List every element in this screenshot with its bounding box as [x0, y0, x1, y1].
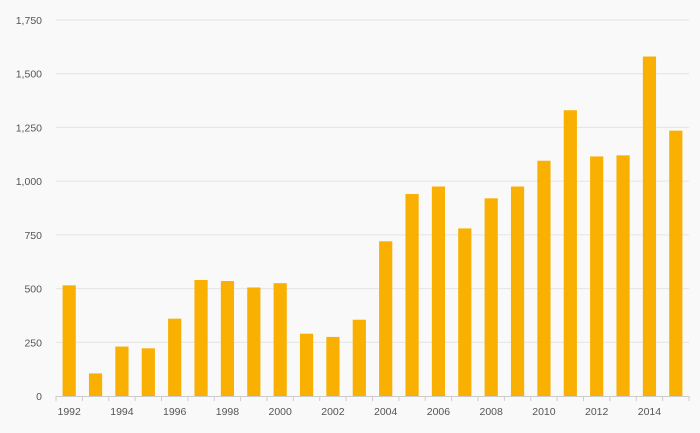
x-axis-ticks: [55, 396, 690, 401]
y-tick-label: 1,000: [16, 176, 42, 188]
y-axis-labels: 0 250 500 750 1,000 1,250 1,500 1,750: [16, 15, 42, 403]
bar: [484, 198, 498, 396]
y-tick-label: 1,750: [16, 15, 42, 27]
bar: [115, 346, 129, 396]
bar: [405, 194, 419, 396]
bar: [247, 287, 261, 396]
y-tick-label: 250: [24, 337, 42, 349]
bar: [458, 228, 472, 396]
bar: [273, 283, 287, 396]
bar: [642, 56, 657, 396]
bar: [168, 318, 182, 396]
bar: [431, 186, 446, 396]
y-tick-label: 1,250: [16, 122, 42, 134]
bar: [379, 241, 393, 396]
y-tick-label: 750: [24, 230, 42, 242]
bar: [326, 336, 340, 396]
x-tick-label: 2000: [269, 406, 293, 418]
bar: [194, 279, 208, 396]
gridlines: [56, 19, 689, 343]
x-axis-labels: 1992 1994 1996 1998 2000 2002 2004 2006 2008 2010…: [58, 406, 662, 418]
x-tick-label: 1998: [216, 406, 240, 418]
bar: [537, 160, 551, 396]
bars: [62, 56, 683, 397]
x-tick-label: 2012: [585, 406, 609, 418]
x-tick-label: 2014: [638, 406, 662, 418]
x-tick-label: 2006: [427, 406, 451, 418]
y-tick-label: 1,500: [16, 69, 42, 81]
bar: [299, 333, 314, 396]
x-tick-label: 2002: [321, 406, 345, 418]
x-tick-label: 1996: [163, 406, 187, 418]
bar: [669, 130, 683, 396]
bar: [88, 373, 103, 396]
x-tick-label: 2010: [532, 406, 556, 418]
x-tick-label: 1994: [110, 406, 134, 418]
bar: [141, 348, 155, 396]
bar: [220, 281, 235, 396]
bar: [352, 319, 366, 396]
bar: [510, 186, 525, 396]
bar: [62, 285, 76, 396]
bar: [590, 156, 604, 396]
x-tick-label: 2004: [374, 406, 398, 418]
bar: [563, 110, 577, 397]
y-tick-label: 500: [24, 284, 42, 296]
bar: [616, 155, 630, 396]
x-tick-label: 1992: [58, 406, 82, 418]
y-tick-label: 0: [36, 391, 42, 403]
x-tick-label: 2008: [480, 406, 504, 418]
